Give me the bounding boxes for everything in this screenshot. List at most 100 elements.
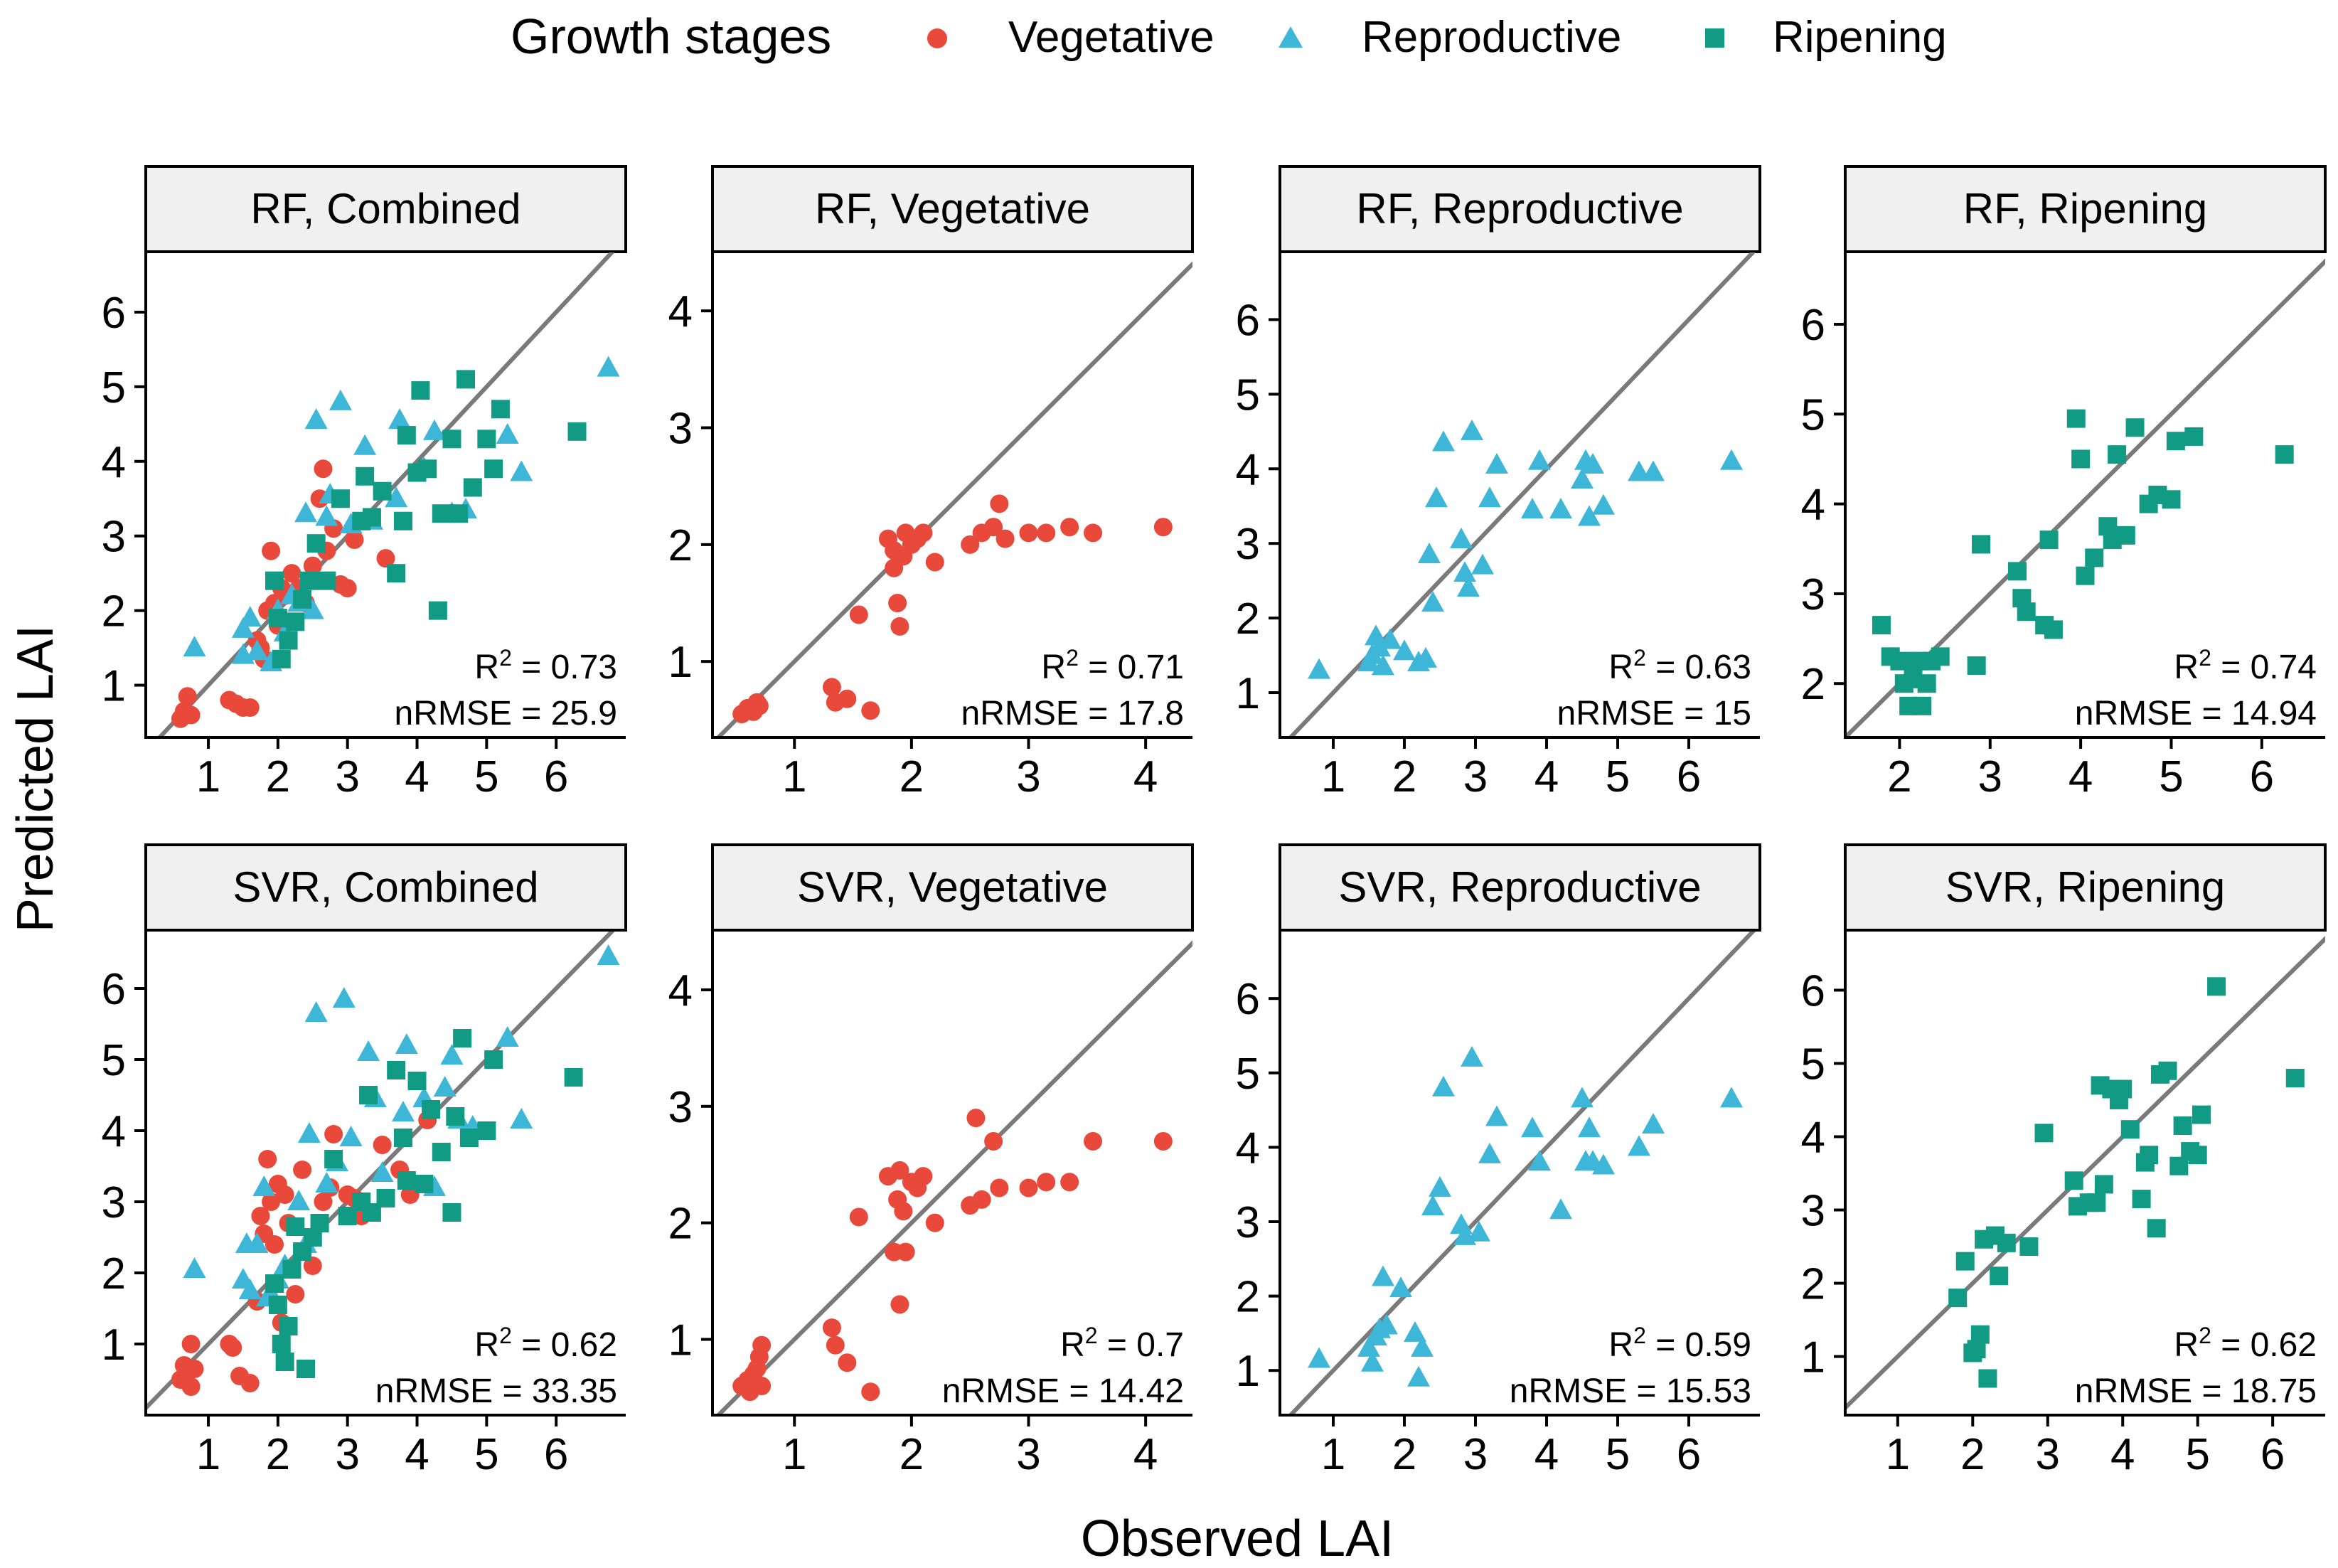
point-vegetative (890, 1295, 909, 1314)
y-tick-label: 3 (668, 1083, 693, 1132)
point-vegetative (324, 1125, 343, 1143)
point-ripening (272, 649, 291, 668)
point-vegetative (1060, 1173, 1079, 1192)
x-tick-label: 3 (1016, 752, 1040, 801)
x-tick-label: 5 (1606, 1430, 1630, 1479)
point-ripening (397, 426, 416, 445)
point-reproductive (315, 505, 338, 526)
point-ripening (299, 571, 319, 590)
point-ripening (310, 1214, 329, 1232)
facet-strip (1844, 165, 2327, 253)
facet-strip (1844, 843, 2327, 932)
point-ripening (376, 1189, 395, 1207)
point-ripening (2162, 490, 2181, 509)
series-ripening (1872, 409, 2294, 715)
point-vegetative (890, 1161, 909, 1180)
point-ripening (1913, 696, 1932, 715)
point-ripening (484, 459, 503, 479)
y-tick-label: 4 (1801, 1113, 1825, 1162)
y-tick-label: 1 (1236, 1347, 1260, 1396)
x-tick-label: 1 (1321, 752, 1345, 801)
y-tick-label: 1 (668, 1316, 693, 1365)
x-tick-label: 4 (1133, 1430, 1158, 1479)
point-ripening (2192, 1105, 2211, 1124)
x-tick-label: 5 (474, 1430, 498, 1479)
series-ripening (265, 370, 587, 668)
point-reproductive (1450, 527, 1473, 548)
point-ripening (393, 511, 412, 530)
facet-title: RF, Vegetative (815, 185, 1090, 233)
point-reproductive (238, 1279, 262, 1299)
point-reproductive (388, 408, 412, 430)
point-reproductive (422, 419, 446, 440)
x-tick-label: 6 (1677, 1430, 1701, 1479)
point-ripening (2188, 1146, 2207, 1165)
legend-label-reproductive: Reproductive (1362, 13, 1621, 62)
y-tick-label: 6 (102, 289, 126, 338)
y-tick-label: 4 (102, 438, 126, 487)
point-reproductive (1421, 1195, 1444, 1216)
series-reproductive (183, 944, 620, 1306)
r2-annotation: R2 = 0.62 (474, 1323, 617, 1364)
r2-annotation: R2 = 0.62 (2174, 1323, 2317, 1364)
y-tick-label: 2 (668, 1200, 693, 1249)
panel-rf-vegetative: RF, Vegetative 1 2 3 4 1 2 3 4 R2 = 0.71 nRMSE = 1… (668, 165, 1194, 801)
panel-svr-vegetative: SVR, Vegetative 1 2 3 4 1 2 3 4 R2 = 0.7 nRMSE = 1… (668, 843, 1194, 1479)
point-vegetative (262, 1193, 281, 1211)
point-ripening (1978, 1369, 1997, 1388)
point-reproductive (1461, 419, 1483, 440)
point-reproductive (1628, 1135, 1650, 1156)
point-vegetative (752, 1335, 772, 1355)
y-tick-label: 5 (102, 1036, 126, 1085)
y-tick-label: 3 (668, 405, 693, 454)
point-vegetative (838, 689, 857, 708)
x-axis-title: Observed LAI (1081, 1510, 1394, 1567)
point-ripening (453, 1029, 472, 1047)
point-reproductive (245, 1232, 269, 1253)
point-reproductive (1485, 453, 1508, 474)
point-ripening (2285, 1069, 2305, 1088)
y-tick-label: 4 (102, 1107, 126, 1156)
point-reproductive (353, 434, 377, 455)
r2-annotation: R2 = 0.59 (1608, 1323, 1751, 1364)
x-tick-label: 6 (544, 1430, 568, 1479)
point-ripening (293, 590, 312, 609)
point-vegetative (181, 1377, 201, 1396)
x-tick-label: 1 (782, 752, 806, 801)
point-ripening (463, 478, 482, 497)
series-vegetative (732, 1109, 1173, 1402)
point-ripening (331, 489, 350, 508)
series-reproductive (1308, 419, 1743, 679)
point-ripening (2120, 1120, 2140, 1139)
point-reproductive (1453, 561, 1476, 582)
point-vegetative (914, 1167, 933, 1186)
point-vegetative (376, 549, 395, 568)
point-ripening (282, 1260, 301, 1279)
point-vegetative (1037, 523, 1056, 543)
y-tick-label: 6 (1801, 966, 1825, 1015)
nrmse-annotation: nRMSE = 14.94 (2075, 695, 2317, 732)
point-ripening (306, 534, 326, 553)
point-ripening (1890, 651, 1909, 671)
point-vegetative (303, 1257, 322, 1275)
point-reproductive (1375, 1313, 1398, 1335)
legend-label-vegetative: Vegetative (1008, 13, 1215, 62)
x-tick-label: 3 (335, 752, 359, 801)
point-ripening (2207, 977, 2226, 996)
point-vegetative (338, 579, 357, 598)
point-vegetative (984, 518, 1003, 537)
point-reproductive (1642, 1113, 1665, 1134)
x-tick-label: 5 (2159, 752, 2183, 801)
point-vegetative (972, 1190, 991, 1209)
r2-annotation: R2 = 0.71 (1041, 645, 1184, 686)
point-ripening (359, 1086, 378, 1104)
identity-line (715, 261, 1192, 737)
facet-strip (711, 843, 1194, 932)
point-ripening (2173, 1116, 2192, 1136)
point-reproductive (1720, 449, 1743, 470)
point-ripening (1972, 535, 1991, 554)
point-ripening (279, 1317, 298, 1335)
facet-title: SVR, Vegetative (797, 863, 1108, 911)
point-reproductive (1368, 636, 1391, 657)
